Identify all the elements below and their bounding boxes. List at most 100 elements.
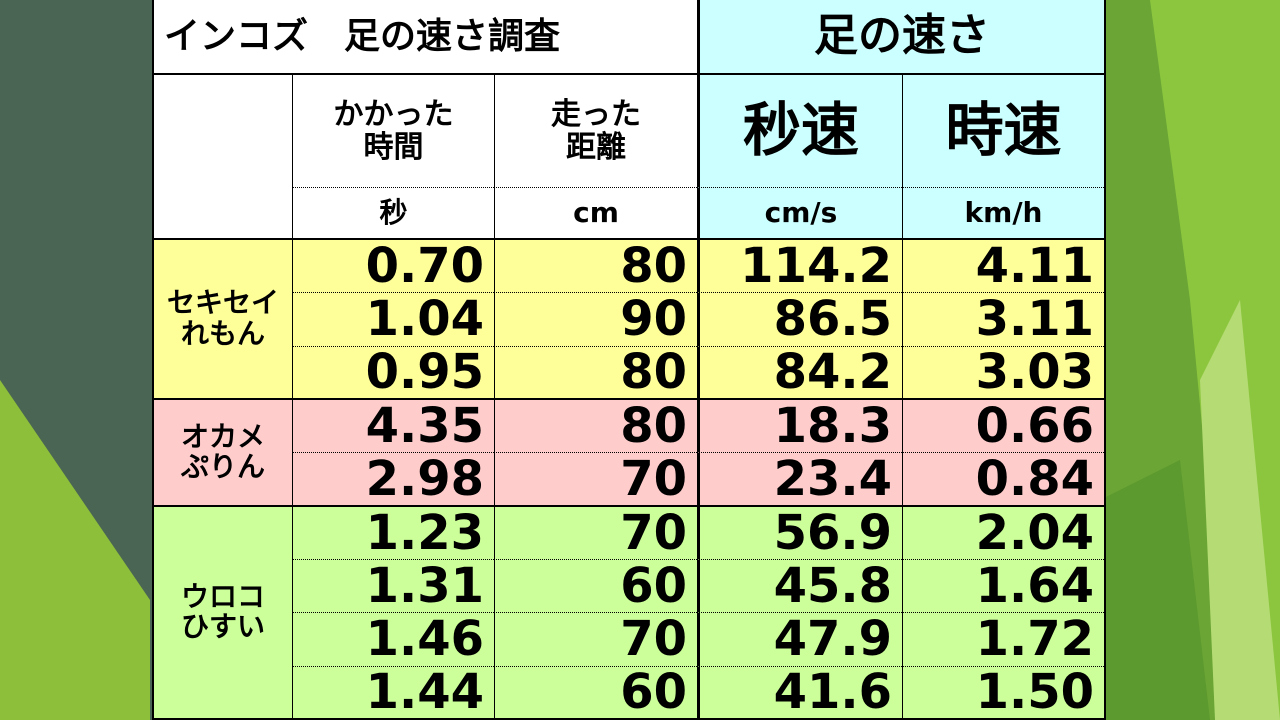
value: 56.9 <box>773 504 892 561</box>
value: 2.98 <box>365 450 484 507</box>
value-cell: 70 <box>494 450 697 507</box>
value: 1.46 <box>365 611 484 668</box>
value: 4.35 <box>365 398 484 455</box>
value-cell: 80 <box>494 238 697 295</box>
header-line: 走った <box>551 97 641 132</box>
value: 114.2 <box>740 238 892 295</box>
group-name-line: セキセイ <box>166 286 279 320</box>
title-cell: インコズ 足の速さ調査 <box>154 0 697 75</box>
blank-cell <box>154 75 292 240</box>
value: 4.11 <box>975 238 1094 295</box>
value: 80 <box>620 398 687 455</box>
value: 70 <box>620 611 687 668</box>
value-cell: 3.11 <box>902 291 1104 348</box>
group-name-line: オカメ <box>180 419 265 453</box>
value-cell: 60 <box>494 664 697 720</box>
value-cell: 4.11 <box>902 238 1104 295</box>
value-cell: 1.72 <box>902 611 1104 668</box>
group-name-line: ウロコ <box>180 579 265 613</box>
value: 3.03 <box>975 344 1094 401</box>
value: 1.31 <box>365 558 484 615</box>
value: 1.64 <box>975 558 1094 615</box>
value: 60 <box>620 664 687 720</box>
value: 90 <box>620 291 687 348</box>
value: 1.44 <box>365 664 484 720</box>
value: 86.5 <box>773 291 892 348</box>
value: 23.4 <box>773 450 892 507</box>
value: 1.23 <box>365 504 484 561</box>
value: 0.95 <box>365 344 484 401</box>
value: 80 <box>620 238 687 295</box>
value-cell: 56.9 <box>697 504 902 561</box>
value-cell: 84.2 <box>697 346 902 400</box>
unit: cm/s <box>764 195 838 229</box>
header-line: 時速 <box>945 96 1062 165</box>
value: 3.11 <box>975 291 1094 348</box>
unit: 秒 <box>379 195 408 229</box>
value-cell: 70 <box>494 611 697 668</box>
value-cell: 1.44 <box>292 664 494 720</box>
value-cell: 0.70 <box>292 238 494 295</box>
value-cell: 80 <box>494 398 697 455</box>
unit: cm <box>573 195 619 229</box>
value-cell: 114.2 <box>697 238 902 295</box>
value-cell: 47.9 <box>697 611 902 668</box>
value-cell: 1.46 <box>292 611 494 668</box>
column-header: かかった 時間 <box>292 75 494 188</box>
value-cell: 80 <box>494 344 697 401</box>
value: 70 <box>620 450 687 507</box>
value: 18.3 <box>773 398 892 455</box>
value-cell: 1.04 <box>292 291 494 348</box>
group-name-line: れもん <box>180 317 265 350</box>
value-cell: 3.03 <box>902 344 1104 401</box>
unit-cell: km/h <box>902 188 1104 240</box>
unit-cell: cm/s <box>697 188 902 240</box>
value-cell: 18.3 <box>697 398 902 455</box>
unit-cell: cm <box>494 188 697 240</box>
value: 70 <box>620 504 687 561</box>
value-cell: 2.98 <box>292 450 494 507</box>
header-line: 距離 <box>566 130 626 165</box>
value: 2.04 <box>975 504 1094 561</box>
header-line: かかった <box>333 97 454 132</box>
value: 60 <box>620 558 687 615</box>
value-cell: 86.5 <box>697 291 902 348</box>
value-cell: 0.95 <box>292 344 494 401</box>
column-header: 時速 <box>902 75 1104 188</box>
value: 0.84 <box>975 450 1094 507</box>
group-name-line: ひすい <box>180 610 265 644</box>
value-cell: 41.6 <box>697 666 902 720</box>
value-cell: 0.84 <box>902 450 1104 507</box>
value: 1.04 <box>365 291 484 348</box>
value: 45.8 <box>773 558 892 615</box>
value-cell: 23.4 <box>697 450 902 507</box>
unit: km/h <box>964 195 1043 229</box>
title: インコズ 足の速さ調査 <box>164 15 561 57</box>
value-cell: 70 <box>494 504 697 561</box>
header-line: 時間 <box>363 130 424 165</box>
column-header: 秒速 <box>697 75 902 188</box>
value: 0.66 <box>975 398 1094 455</box>
column-header: 走った 距離 <box>494 75 697 188</box>
unit-cell: 秒 <box>292 188 494 240</box>
header-line: 秒速 <box>742 96 859 165</box>
value: 47.9 <box>773 611 892 668</box>
group-name: オカメ ぷりん <box>154 400 292 507</box>
value-cell: 1.31 <box>292 558 494 615</box>
value-cell: 0.66 <box>902 398 1104 455</box>
value: 80 <box>620 344 687 401</box>
value-cell: 60 <box>494 558 697 615</box>
value-cell: 4.35 <box>292 398 494 455</box>
value: 0.70 <box>365 238 484 295</box>
value-cell: 1.50 <box>902 664 1104 720</box>
speed-header-cell: 足の速さ <box>697 0 1104 75</box>
value: 1.72 <box>975 611 1094 668</box>
value: 1.50 <box>975 664 1094 720</box>
value-cell: 90 <box>494 291 697 348</box>
group-name: ウロコ ひすい <box>154 506 292 720</box>
value-cell: 1.64 <box>902 558 1104 615</box>
value-cell: 2.04 <box>902 504 1104 561</box>
speed-header: 足の速さ <box>814 10 990 62</box>
value-cell: 45.8 <box>697 558 902 615</box>
